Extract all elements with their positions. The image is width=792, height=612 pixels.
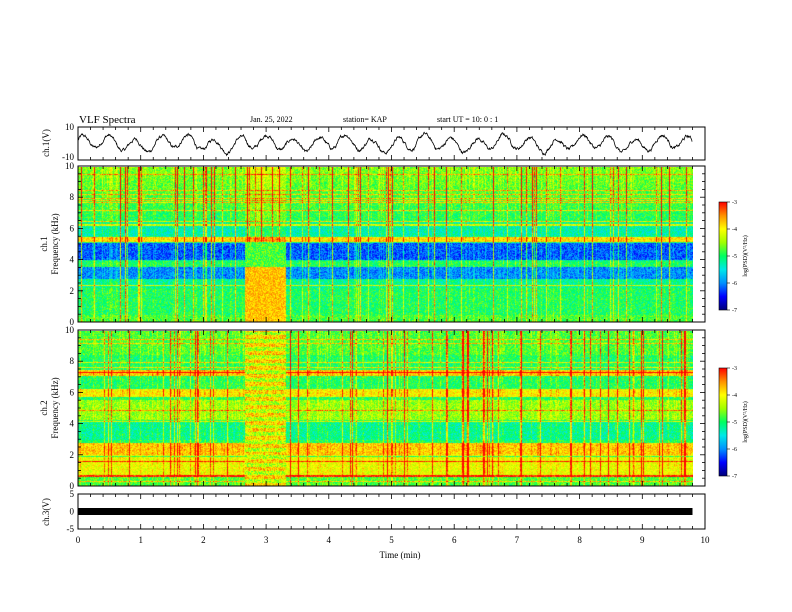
x-tick-1: 1 [138, 535, 143, 545]
figure-title: VLF Spectra [79, 114, 136, 126]
ch1-ytick-bottom: -10 [62, 152, 74, 162]
cb1-tick-3: -3 [732, 200, 737, 206]
ch1-colorbar: -3 -4 -5 -6 -7 log(PSD)(V²/Hz) [718, 200, 749, 314]
x-tick-3: 3 [264, 535, 269, 545]
x-tick-2: 2 [201, 535, 206, 545]
cb2-tick-6: -6 [732, 447, 737, 453]
cb1-tick-6: -6 [732, 281, 737, 287]
ch1-spectrogram-image [78, 167, 693, 322]
ch3-ytick-0: 0 [70, 507, 75, 517]
ch1-ytick-top: 10 [65, 122, 75, 132]
ch1-spec-ylabel-line1: ch.1 [39, 236, 49, 251]
ch1-spec-ytick-10: 10 [65, 161, 75, 171]
cb2-bar [718, 367, 728, 477]
x-tick-5: 5 [389, 535, 394, 545]
ch1-spectrogram-ticks: 0 2 4 6 8 10 [65, 161, 706, 327]
ch2-spec-ytick-2: 2 [70, 450, 75, 460]
cb2-tick-4: -4 [732, 393, 737, 399]
x-tick-0: 0 [76, 535, 81, 545]
ch1-spectrogram-panel: 0 2 4 6 8 10 ch.1 Frequency (kHz) [39, 161, 706, 327]
cb1-tick-7: -7 [732, 308, 737, 314]
ch3-waveform-panel: 50-50 1 2 3 4 5 6 7 8 9 10 ch.3(V) Time (min) [41, 489, 710, 560]
ch1-waveform-line [77, 131, 693, 157]
ch3-ytick-5: 5 [70, 489, 75, 499]
x-tick-10: 10 [701, 535, 711, 545]
x-tick-9: 9 [640, 535, 645, 545]
ch2-spec-ytick-0: 0 [70, 481, 75, 491]
ch1-spec-ytick-8: 8 [70, 192, 75, 202]
ch1-spec-ytick-0: 0 [70, 317, 75, 327]
ch1-ticks [77, 127, 706, 160]
ch3-ylabel: ch.3(V) [41, 498, 51, 526]
ch3-ticks: 50-50 1 2 3 4 5 6 7 8 9 10 [67, 489, 711, 545]
ch2-spectrogram-panel: 0 2 4 6 8 10 ch.2 Frequency (kHz) [39, 325, 706, 491]
cb2-tick-5: -5 [732, 420, 737, 426]
ch1-waveform-panel: 10 -10 ch.1(V) [41, 122, 706, 162]
ch1-spec-ytick-6: 6 [70, 223, 75, 233]
ch2-spec-ytick-8: 8 [70, 356, 75, 366]
ch1-spec-ytick-2: 2 [70, 286, 75, 296]
cb2-tick-3: -3 [732, 366, 737, 372]
ch2-spec-ytick-4: 4 [70, 419, 75, 429]
station-label: station= KAP [343, 115, 387, 124]
ch3-waveform-band [78, 508, 693, 515]
ch2-spectrogram-ticks: 0 2 4 6 8 10 [65, 325, 706, 491]
x-tick-7: 7 [515, 535, 520, 545]
cb1-label: log(PSD)(V²/Hz) [742, 235, 749, 276]
ch3-ytick--5: -5 [67, 524, 75, 534]
cb1-tick-5: -5 [732, 254, 737, 260]
ch1-spec-ylabel-line2: Frequency (kHz) [50, 213, 60, 274]
start-ut-label: start UT = 10: 0 : 1 [437, 115, 498, 124]
ch2-spectrogram-image [78, 331, 693, 486]
x-tick-4: 4 [327, 535, 332, 545]
cb1-tick-4: -4 [732, 227, 737, 233]
cb1-bar [718, 201, 728, 311]
ch2-spec-ylabel-line1: ch.2 [39, 400, 49, 415]
date-label: Jan. 25, 2022 [250, 115, 293, 124]
ch1-spec-ytick-4: 4 [70, 255, 75, 265]
ch2-colorbar: -3 -4 -5 -6 -7 log(PSD)(V²/Hz) [718, 366, 749, 480]
ch1-ylabel: ch.1(V) [41, 129, 51, 157]
cb2-label: log(PSD)(V²/Hz) [742, 401, 749, 442]
x-axis-label: Time (min) [380, 550, 421, 560]
x-tick-8: 8 [577, 535, 582, 545]
x-tick-6: 6 [452, 535, 457, 545]
ch2-spec-ytick-6: 6 [70, 387, 75, 397]
ch2-spec-ylabel-line2: Frequency (kHz) [50, 377, 60, 438]
ch2-spec-ytick-10: 10 [65, 325, 75, 335]
cb2-tick-7: -7 [732, 474, 737, 480]
